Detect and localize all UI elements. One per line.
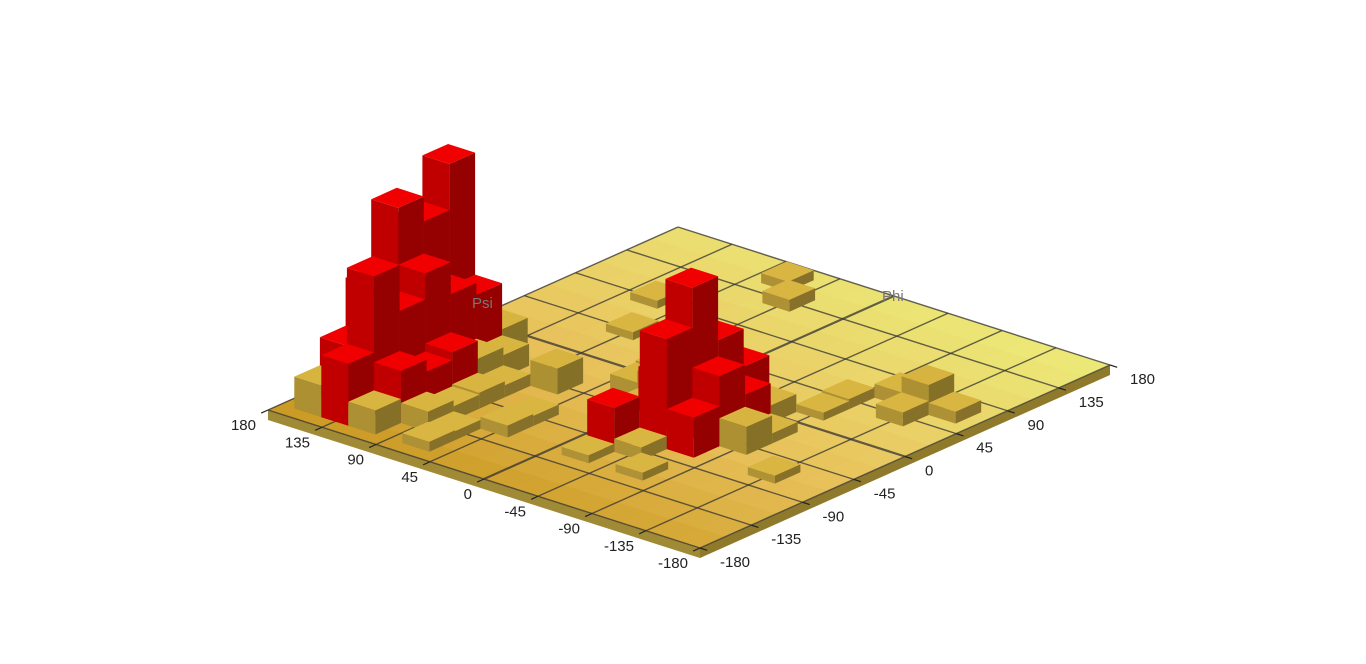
histogram-bar (875, 392, 929, 427)
tick-label-phi: 180 (1130, 371, 1155, 388)
tick-label-psi: 180 (231, 417, 256, 434)
tick-label-phi: 90 (1028, 417, 1045, 434)
histogram-bar (796, 392, 849, 421)
histogram-bar (615, 452, 669, 481)
tick-label-psi: -45 (504, 503, 526, 520)
tick-mark-phi (802, 501, 810, 506)
tick-mark-phi (956, 433, 964, 437)
tick-label-phi: -180 (720, 554, 750, 571)
floor-side-front (700, 365, 1110, 558)
axis-phi: Phi -180 -135 -90 -45 0 45 90 135 180 (699, 288, 1155, 571)
tick-label-phi: 0 (925, 463, 933, 480)
tick-label-phi: 135 (1079, 394, 1104, 411)
tick-mark-psi (368, 443, 377, 449)
tick-mark-psi (422, 461, 431, 466)
tick-mark-phi (699, 547, 708, 551)
histogram-bar (762, 279, 816, 312)
histogram-bar (530, 348, 584, 395)
tick-mark-phi (1007, 410, 1015, 414)
tick-mark-psi (530, 495, 539, 500)
histogram-bar (402, 421, 455, 452)
axis-psi: Psi -180 -135 -90 -45 0 45 90 135 180 (231, 295, 701, 572)
tick-mark-psi (260, 409, 269, 414)
tick-mark-phi (751, 524, 759, 528)
histogram-bar (747, 455, 801, 484)
grid-line-phi (677, 226, 1111, 366)
tick-label-psi: 90 (347, 452, 364, 469)
tick-mark-psi (314, 426, 323, 431)
tick-mark-phi (853, 478, 862, 483)
floor-grid (267, 226, 1111, 558)
axis-label-phi: Phi (882, 288, 904, 305)
tick-label-psi: 135 (285, 434, 310, 451)
histogram-bar (719, 406, 773, 455)
tick-label-psi: -180 (658, 555, 688, 572)
tick-mark-psi (692, 547, 701, 552)
histogram-bar (561, 435, 615, 464)
histogram-bar (348, 390, 401, 435)
tick-label-psi: -90 (558, 521, 580, 538)
tick-label-psi: 0 (464, 486, 472, 503)
axis-label-psi: Psi (472, 295, 493, 312)
tick-label-phi: -45 (874, 485, 896, 502)
histogram-bar (928, 391, 982, 424)
tick-label-psi: 45 (401, 469, 418, 486)
tick-label-phi: -135 (771, 531, 801, 548)
tick-label-phi: 45 (976, 440, 993, 457)
tick-mark-phi (1058, 387, 1067, 391)
tick-label-phi: -90 (823, 508, 845, 525)
tick-mark-psi (476, 478, 485, 483)
bars (294, 144, 982, 484)
histogram-bar (666, 397, 720, 458)
tick-mark-phi (904, 455, 913, 460)
tick-mark-phi (1109, 364, 1118, 368)
histogram-bar (614, 427, 667, 461)
tick-mark-psi (584, 512, 593, 518)
tick-mark-psi (638, 530, 647, 535)
histogram-bar (480, 405, 534, 438)
tick-label-psi: -135 (604, 538, 634, 555)
floor-side-left (268, 410, 700, 558)
